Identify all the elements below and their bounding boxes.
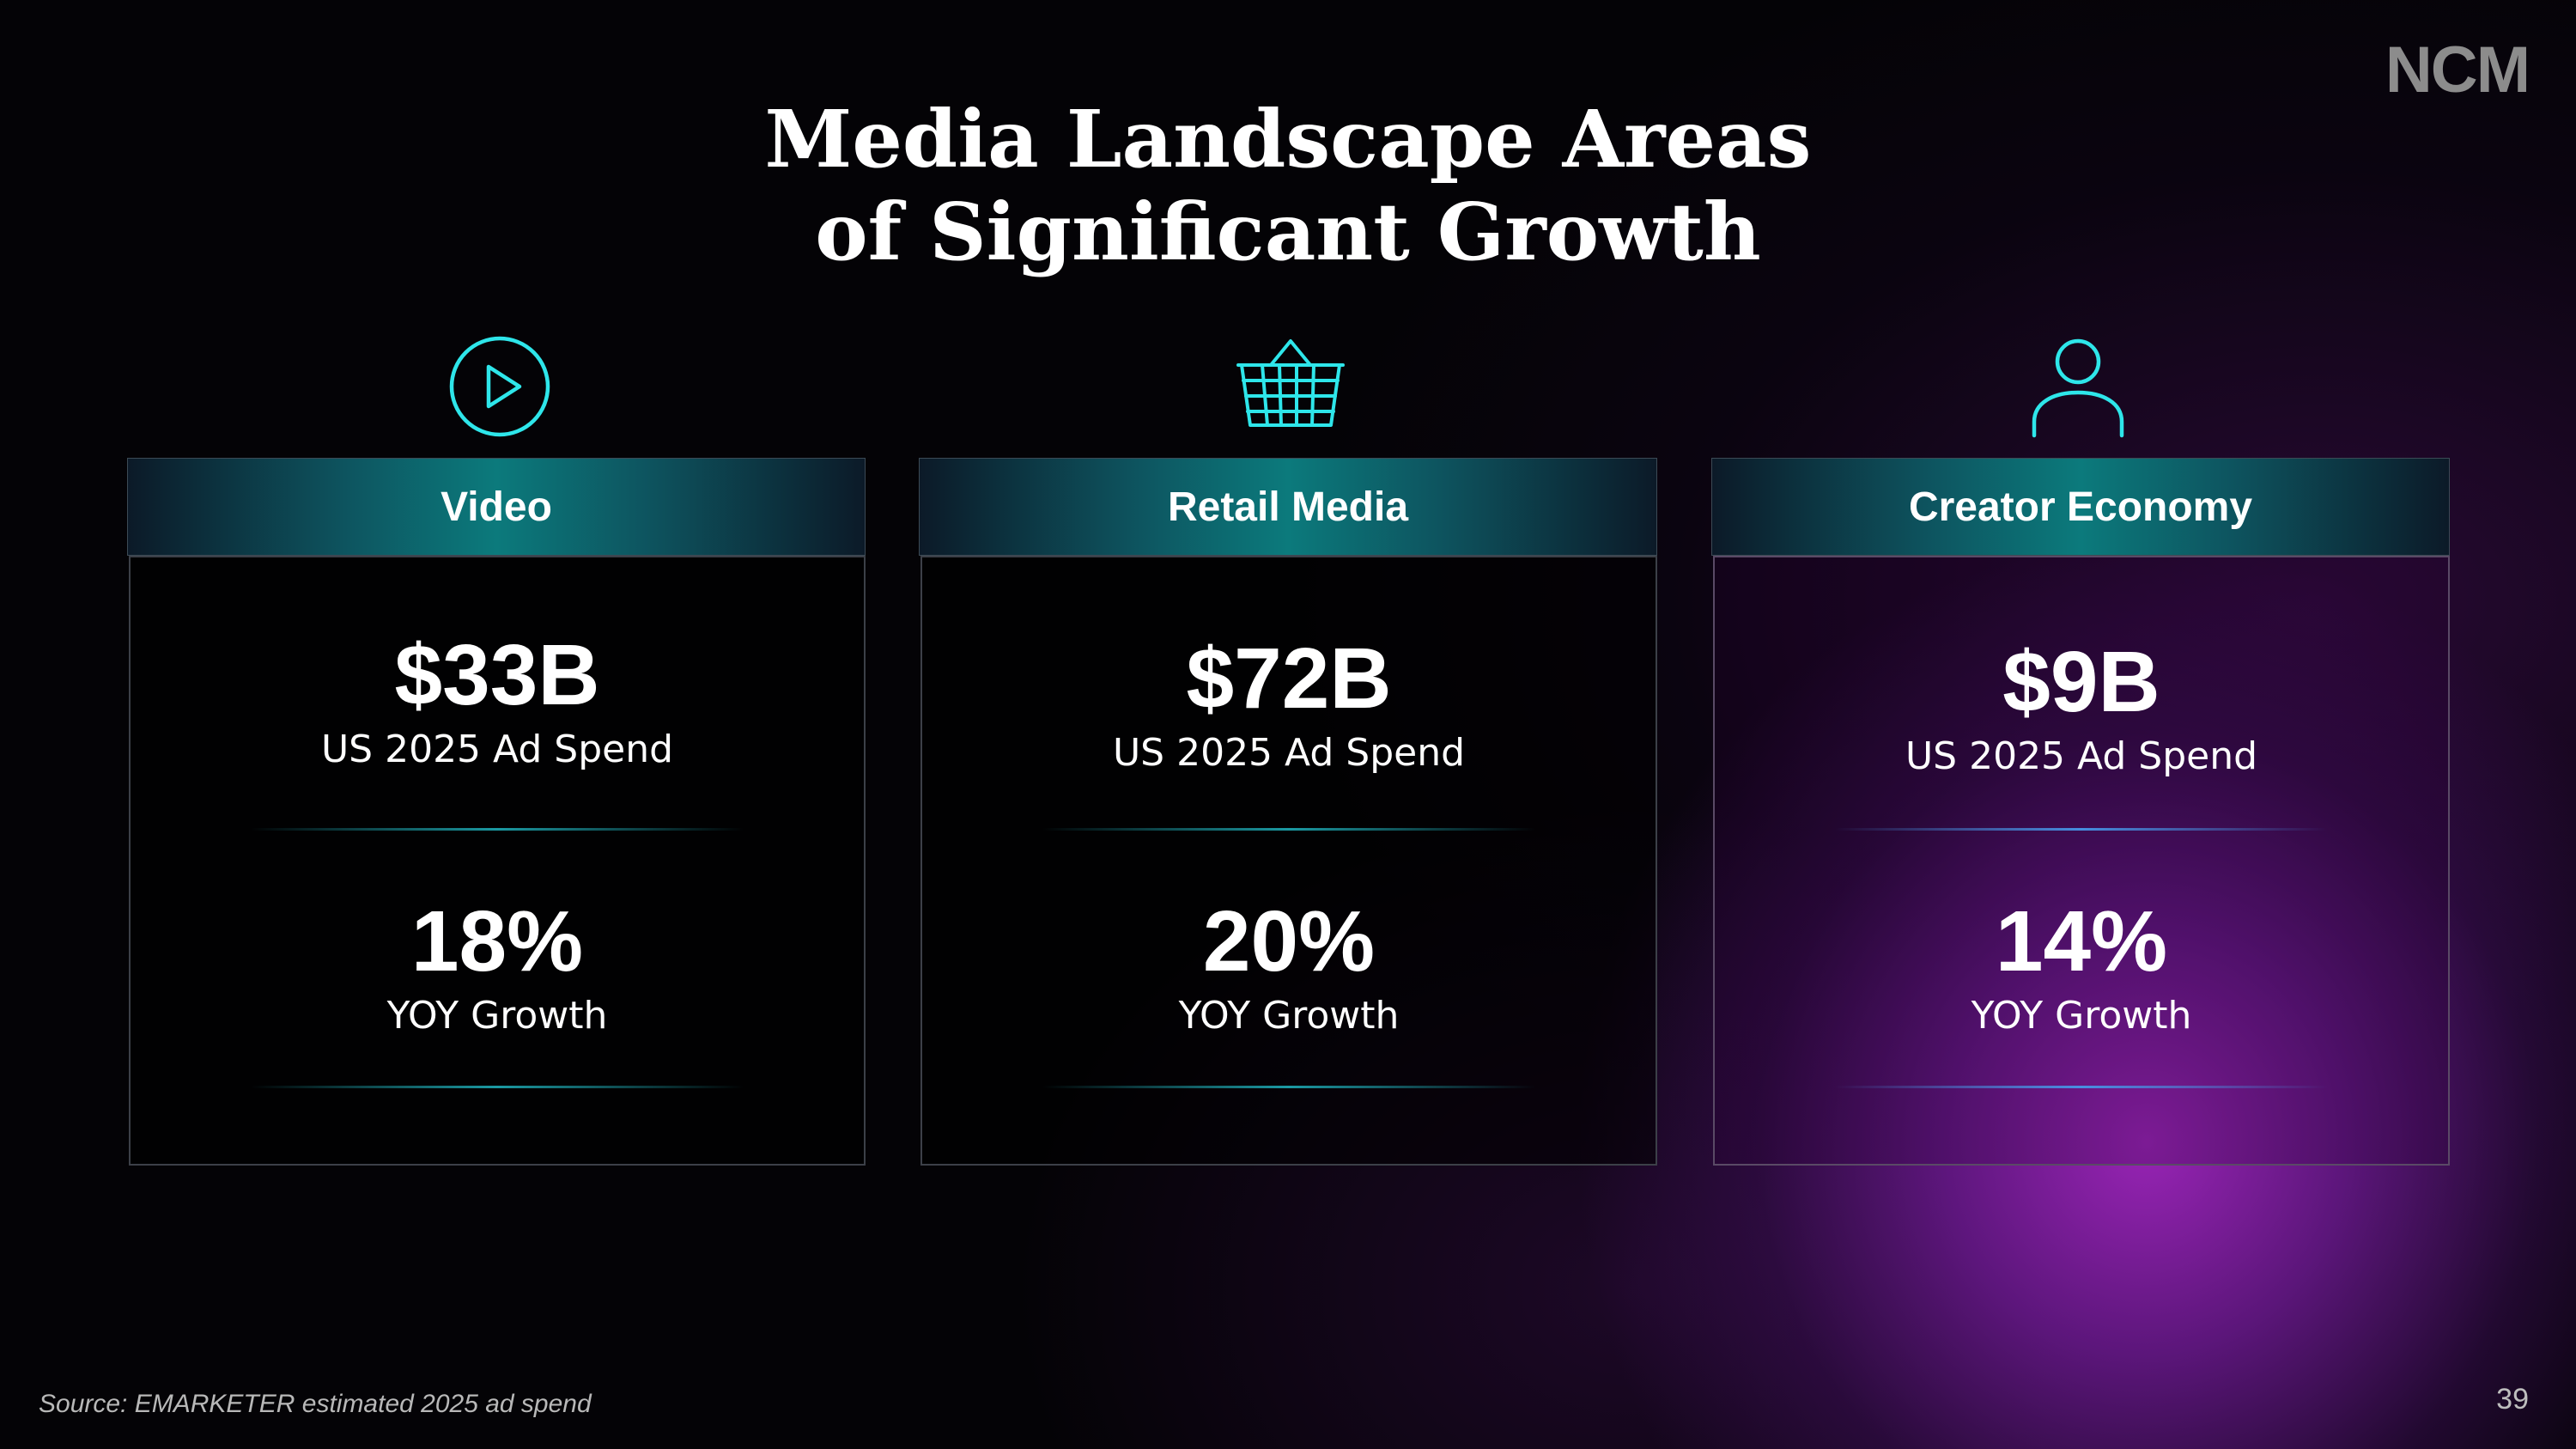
ad-spend-label: US 2025 Ad Spend <box>1905 734 2258 778</box>
divider <box>1042 828 1535 831</box>
ad-spend-value: $33B <box>394 627 600 723</box>
play-circle-icon <box>444 331 556 442</box>
card-header: Creator Economy <box>1711 458 2450 556</box>
growth-label: YOY Growth <box>386 994 608 1038</box>
ncm-logo: NCM <box>2385 33 2530 107</box>
divider <box>251 1086 744 1088</box>
shopping-basket-icon <box>1235 331 1346 442</box>
card-creator-economy: Creator Economy $9B US 2025 Ad Spend 14%… <box>1711 458 2450 1166</box>
growth-value: 18% <box>410 893 584 989</box>
divider <box>1835 828 2328 831</box>
person-icon <box>2022 331 2134 442</box>
growth-label: YOY Growth <box>1971 994 2192 1038</box>
card-body: $33B US 2025 Ad Spend 18% YOY Growth <box>129 556 866 1166</box>
card-video: Video $33B US 2025 Ad Spend 18% YOY Grow… <box>127 458 866 1166</box>
card-body: $72B US 2025 Ad Spend 20% YOY Growth <box>920 556 1657 1166</box>
card-body: $9B US 2025 Ad Spend 14% YOY Growth <box>1713 556 2450 1166</box>
ad-spend-label: US 2025 Ad Spend <box>1112 731 1466 775</box>
divider <box>1042 1086 1535 1088</box>
title-line-1: Media Landscape Areas <box>764 93 1812 186</box>
ad-spend-label: US 2025 Ad Spend <box>320 728 674 771</box>
title-line-2: of Significant Growth <box>815 186 1761 278</box>
growth-value: 14% <box>1995 893 2168 989</box>
divider <box>1835 1086 2328 1088</box>
growth-value: 20% <box>1202 893 1376 989</box>
page-title: Media Landscape Areas of Significant Gro… <box>0 93 2576 278</box>
card-retail-media: Retail Media $72B US 2025 Ad Spend 20% Y… <box>919 458 1657 1166</box>
source-note: Source: EMARKETER estimated 2025 ad spen… <box>39 1390 592 1418</box>
card-header: Video <box>127 458 866 556</box>
ad-spend-value: $9B <box>2002 634 2160 730</box>
ad-spend-value: $72B <box>1186 630 1392 727</box>
growth-label: YOY Growth <box>1178 994 1400 1038</box>
page-number: 39 <box>2496 1383 2529 1416</box>
card-header: Retail Media <box>919 458 1657 556</box>
divider <box>251 828 744 831</box>
